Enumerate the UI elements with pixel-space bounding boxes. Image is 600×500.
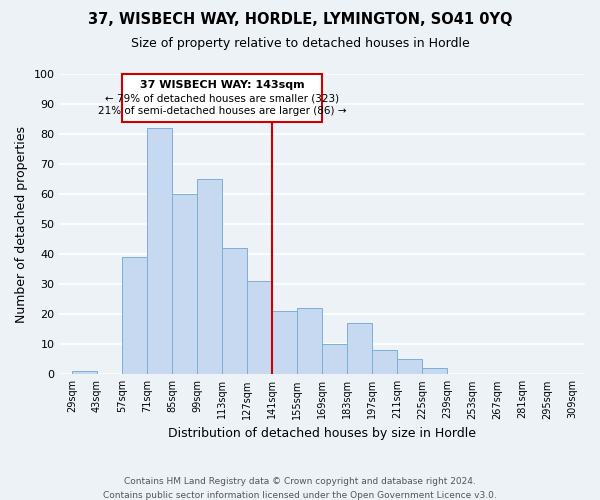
Text: ← 79% of detached houses are smaller (323): ← 79% of detached houses are smaller (32… — [105, 94, 339, 104]
Text: 37 WISBECH WAY: 143sqm: 37 WISBECH WAY: 143sqm — [140, 80, 304, 90]
Text: Size of property relative to detached houses in Hordle: Size of property relative to detached ho… — [131, 38, 469, 51]
Bar — [122, 257, 147, 374]
Bar — [397, 360, 422, 374]
Bar — [272, 311, 297, 374]
Bar — [72, 372, 97, 374]
Text: Contains public sector information licensed under the Open Government Licence v3: Contains public sector information licen… — [103, 491, 497, 500]
Bar — [372, 350, 397, 374]
Bar — [322, 344, 347, 374]
Bar — [147, 128, 172, 374]
Bar — [247, 281, 272, 374]
Y-axis label: Number of detached properties: Number of detached properties — [15, 126, 28, 322]
Text: 21% of semi-detached houses are larger (86) →: 21% of semi-detached houses are larger (… — [98, 106, 346, 116]
Bar — [222, 248, 247, 374]
Bar — [347, 324, 372, 374]
Bar — [422, 368, 448, 374]
Text: 37, WISBECH WAY, HORDLE, LYMINGTON, SO41 0YQ: 37, WISBECH WAY, HORDLE, LYMINGTON, SO41… — [88, 12, 512, 28]
Text: Contains HM Land Registry data © Crown copyright and database right 2024.: Contains HM Land Registry data © Crown c… — [124, 478, 476, 486]
X-axis label: Distribution of detached houses by size in Hordle: Distribution of detached houses by size … — [168, 427, 476, 440]
Bar — [297, 308, 322, 374]
Bar — [172, 194, 197, 374]
FancyBboxPatch shape — [122, 74, 322, 122]
Bar — [197, 179, 222, 374]
